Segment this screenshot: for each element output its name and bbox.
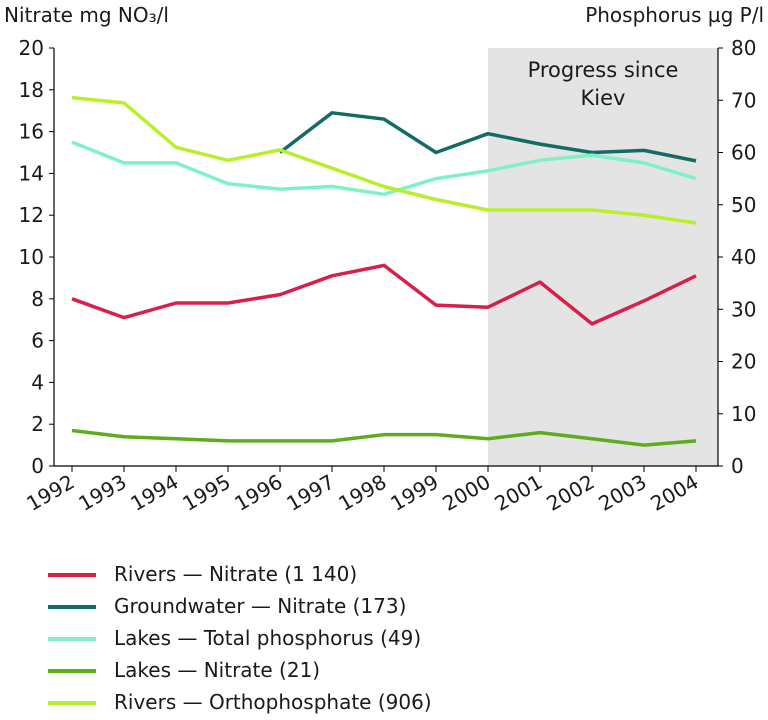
left-tick-label: 12 [19, 203, 44, 227]
left-tick-label: 0 [31, 454, 44, 478]
x-tick-label: 2004 [646, 470, 702, 516]
right-tick-label: 50 [731, 193, 756, 217]
left-tick-label: 2 [31, 412, 44, 436]
legend-swatch [48, 605, 96, 609]
progress-shaded-region [488, 48, 718, 466]
shaded-region-label: Progress since [528, 58, 679, 82]
left-tick-label: 18 [19, 78, 44, 102]
right-tick-label: 0 [731, 454, 744, 478]
right-tick-label: 20 [731, 350, 756, 374]
left-tick-label: 10 [19, 245, 44, 269]
right-tick-label: 60 [731, 141, 756, 165]
left-tick-label: 20 [19, 36, 44, 60]
x-tick-label: 2001 [490, 470, 546, 516]
shaded-region-label-2: Kiev [581, 86, 626, 110]
x-tick-label: 2003 [594, 470, 650, 516]
x-tick-label: 1999 [386, 470, 442, 516]
legend-label: Rivers — Nitrate (1 140) [114, 562, 357, 586]
left-tick-label: 4 [31, 370, 44, 394]
legend-swatch [48, 669, 96, 673]
left-tick-label: 16 [19, 120, 44, 144]
chart: Progress since Kiev Nitrate mg NO₃/l Pho… [0, 0, 768, 560]
x-tick-label: 2000 [438, 470, 494, 516]
legend-label: Groundwater — Nitrate (173) [114, 594, 406, 618]
x-tick-label: 1993 [74, 470, 130, 516]
legend-swatch [48, 573, 96, 577]
x-tick-label: 1996 [230, 470, 286, 516]
right-tick-label: 10 [731, 402, 756, 426]
left-axis-label: Nitrate mg NO₃/l [4, 3, 169, 27]
legend-swatch [48, 637, 96, 641]
left-tick-label: 6 [31, 329, 44, 353]
x-tick-label: 1995 [178, 470, 234, 516]
x-tick-label: 2002 [542, 470, 598, 516]
right-tick-label: 70 [731, 88, 756, 112]
left-tick-label: 14 [19, 161, 44, 185]
x-tick-label: 1994 [126, 470, 182, 516]
legend-label: Rivers — Orthophosphate (906) [114, 690, 432, 714]
x-tick-label: 1998 [334, 470, 390, 516]
left-tick-label: 8 [31, 287, 44, 311]
legend-swatch [48, 701, 96, 705]
legend-label: Lakes — Total phosphorus (49) [114, 626, 421, 650]
right-tick-label: 30 [731, 297, 756, 321]
legend-label: Lakes — Nitrate (21) [114, 658, 320, 682]
x-tick-label: 1997 [282, 470, 338, 516]
right-axis-label: Phosphorus µg P/l [585, 3, 764, 27]
right-tick-label: 40 [731, 245, 756, 269]
right-tick-label: 80 [731, 36, 756, 60]
